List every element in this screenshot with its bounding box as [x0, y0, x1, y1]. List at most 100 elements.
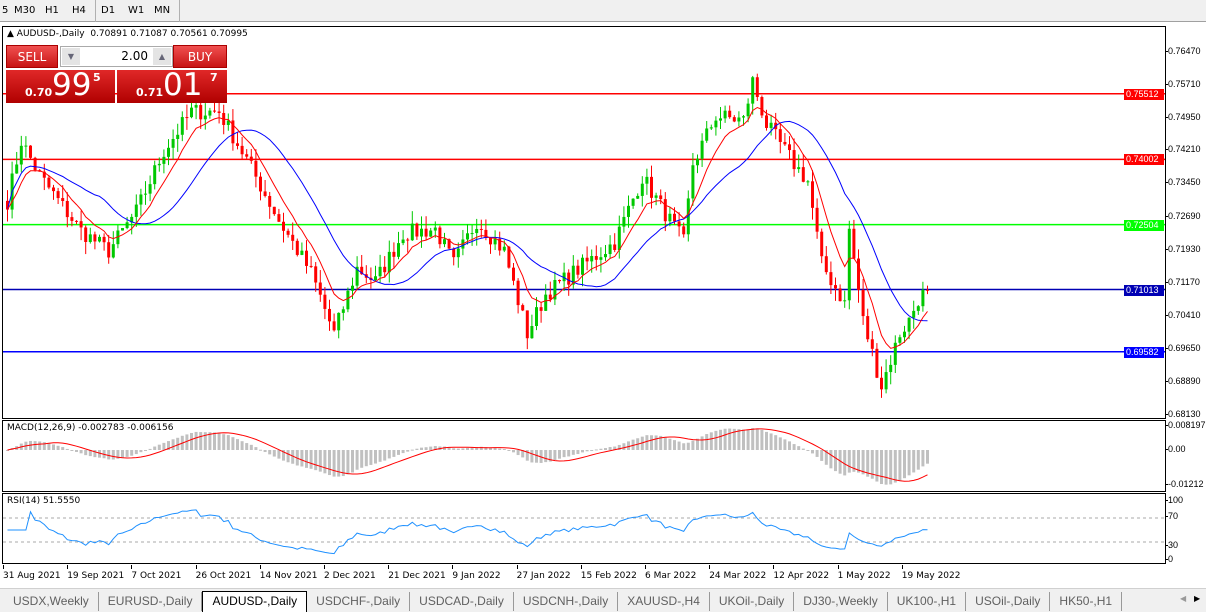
candle-body: [157, 163, 161, 166]
candle: [631, 198, 635, 209]
time-axis-label: 7 Oct 2021: [131, 571, 182, 581]
candle: [263, 179, 267, 198]
timeframe-d1[interactable]: D1: [101, 5, 116, 16]
chart-tab[interactable]: AUDUSD-,Daily: [202, 591, 308, 612]
sell-price[interactable]: 0.70 99 5: [6, 67, 115, 103]
macd-histogram-bar: [594, 449, 598, 451]
buy-button[interactable]: BUY: [173, 45, 227, 68]
candle-body: [401, 239, 405, 244]
candle: [364, 265, 368, 284]
candle: [328, 299, 331, 331]
candle-body: [84, 227, 88, 242]
timeframe-m30[interactable]: M30: [14, 5, 36, 16]
macd-histogram-bar: [259, 449, 262, 451]
chart-tab[interactable]: DJ30-,Weekly: [794, 592, 888, 611]
macd-histogram-bar: [406, 450, 410, 452]
candle-body: [351, 285, 354, 291]
macd-histogram-bar: [847, 450, 851, 473]
buy-price[interactable]: 0.71 01 7: [117, 67, 227, 103]
candle: [56, 187, 60, 205]
tab-scroll-left-icon[interactable]: ◀: [1180, 594, 1187, 603]
candle: [659, 189, 663, 205]
candle: [88, 227, 92, 244]
candle: [98, 234, 101, 243]
candle: [84, 225, 88, 255]
candle: [406, 237, 410, 253]
candle-body: [153, 165, 157, 185]
candle: [33, 156, 37, 172]
rsi-tick: 100: [1165, 495, 1184, 505]
candle-body: [392, 251, 396, 257]
macd-panel[interactable]: MACD(12,26,9) -0.002783 -0.006156: [2, 420, 1166, 492]
candle-body: [259, 176, 262, 192]
candle: [29, 145, 32, 160]
chart-tab[interactable]: XAUUSD-,H4: [618, 592, 710, 611]
candle-body: [907, 317, 911, 332]
timeframe-h1[interactable]: H1: [45, 5, 59, 16]
time-axis-tick: [773, 565, 775, 569]
candle: [249, 148, 253, 164]
macd-histogram-bar: [125, 450, 129, 457]
volume-input[interactable]: 2.00: [121, 49, 148, 63]
macd-histogram-bar: [562, 450, 566, 458]
timeframe-w1[interactable]: W1: [128, 5, 145, 16]
candle-body: [107, 242, 111, 258]
candle-body: [415, 223, 419, 237]
volume-decrease-icon[interactable]: ▼: [62, 48, 80, 65]
candle-body: [139, 194, 143, 205]
macd-histogram-bar: [111, 450, 115, 460]
macd-histogram-bar: [530, 450, 534, 463]
candle-body: [553, 279, 557, 300]
candle: [751, 75, 755, 115]
timeframe-h4[interactable]: H4: [72, 5, 86, 16]
candle: [452, 247, 456, 266]
candle: [268, 191, 272, 219]
chart-tab[interactable]: USDCAD-,Daily: [410, 592, 514, 611]
chart-tab[interactable]: USDCNH-,Daily: [514, 592, 619, 611]
macd-histogram-bar: [226, 435, 230, 450]
chart-tab[interactable]: UK100-,H1: [888, 592, 967, 611]
candle-body: [438, 227, 442, 245]
timeframe-mn[interactable]: MN: [154, 5, 171, 16]
candle-body: [318, 282, 322, 295]
candle-body: [424, 228, 428, 237]
candle-body: [61, 198, 65, 201]
candle: [857, 249, 860, 303]
candle-body: [765, 115, 768, 128]
candle-body: [516, 280, 520, 306]
macd-histogram-bar: [300, 450, 304, 467]
sell-button[interactable]: SELL: [6, 45, 58, 68]
candle: [305, 240, 308, 274]
candle-body: [456, 248, 460, 258]
level-price-label: 0.72504: [1124, 219, 1164, 231]
chart-tab[interactable]: HK50-,H1: [1050, 592, 1123, 611]
candle-body: [829, 272, 833, 286]
chart-tab[interactable]: EURUSD-,Daily: [99, 592, 203, 611]
macd-histogram-bar: [502, 449, 506, 451]
candle: [295, 238, 299, 257]
chart-tab[interactable]: USDX,Weekly: [4, 592, 99, 611]
macd-histogram-bar: [760, 429, 764, 450]
macd-histogram-bar: [249, 444, 253, 450]
macd-histogram-bar: [268, 450, 272, 455]
candle: [61, 185, 65, 207]
candle: [231, 109, 235, 151]
chart-tab[interactable]: USDCHF-,Daily: [307, 592, 411, 611]
chart-tab[interactable]: UKOil-,Daily: [710, 592, 795, 611]
macd-histogram-bar: [571, 450, 575, 455]
rsi-panel[interactable]: RSI(14) 51.5550: [2, 493, 1166, 564]
price-tick: 0.68130: [1166, 409, 1201, 419]
tab-scroll-right-icon[interactable]: ▶: [1194, 594, 1201, 603]
buy-price-pip: 7: [210, 71, 218, 84]
candle: [65, 192, 69, 228]
candle-body: [171, 138, 175, 148]
candle: [121, 227, 124, 231]
price-tick: 0.74950: [1166, 112, 1201, 123]
timeframe-m5[interactable]: 5: [2, 5, 9, 16]
candle: [728, 105, 732, 119]
chart-tab[interactable]: USOil-,Daily: [966, 592, 1051, 611]
macd-histogram-bar: [305, 450, 308, 468]
candle-body: [512, 267, 515, 281]
volume-increase-icon[interactable]: ▲: [153, 48, 171, 65]
candle-body: [636, 195, 640, 199]
